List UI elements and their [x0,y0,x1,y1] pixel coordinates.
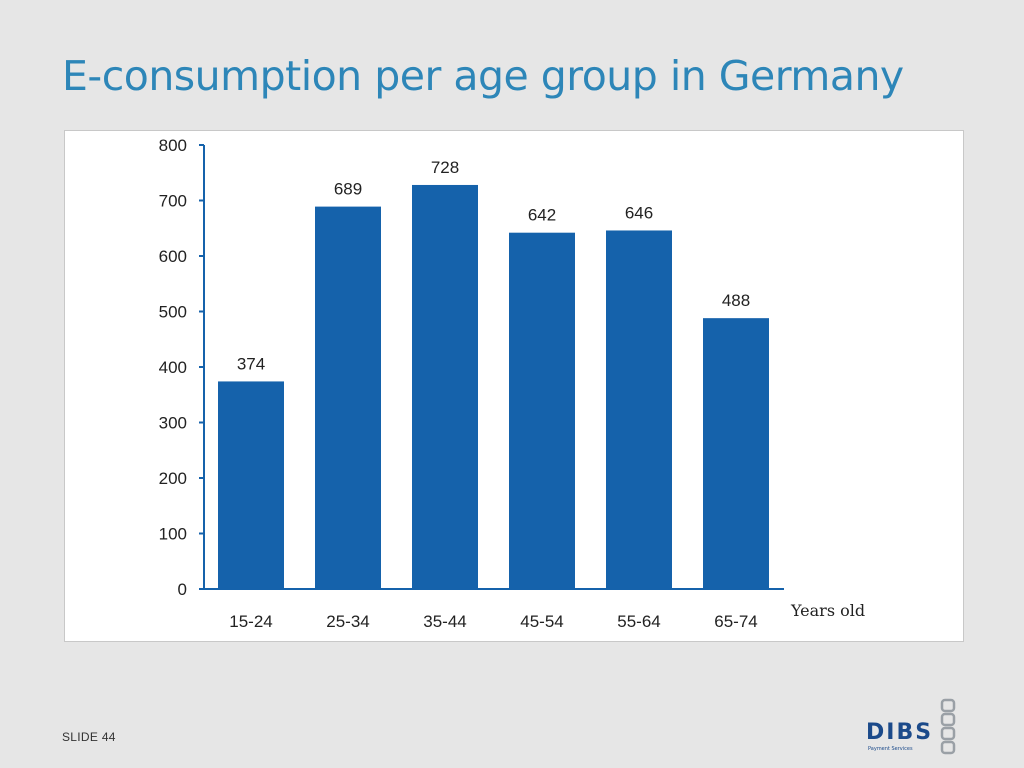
y-tick-label: 200 [159,469,187,488]
bar-value-label: 374 [237,354,265,373]
x-axis-label: Years old [791,601,866,620]
slide-number: SLIDE 44 [62,730,116,744]
slide-title: E-consumption per age group in Germany [62,52,904,100]
bar-value-label: 689 [334,180,362,199]
y-tick-label: 100 [159,525,187,544]
chart-panel: 0 100 200 300 400 500 600 700 800 374 15-24 689 25-3… [64,130,964,642]
logo-text: DIBS [866,720,934,745]
y-tick-label: 300 [159,414,187,433]
bar [218,381,284,589]
bar-value-label: 488 [722,291,750,310]
bar-value-label: 642 [528,206,556,225]
x-tick-label: 35-44 [423,612,466,631]
bar-value-label: 646 [625,203,653,222]
y-tick-label: 800 [159,136,187,155]
y-tick-label: 400 [159,358,187,377]
x-tick-label: 65-74 [714,612,757,631]
bar [315,206,381,589]
x-tick-label: 25-34 [326,612,369,631]
bar-chart: 0 100 200 300 400 500 600 700 800 374 15-24 689 25-3… [159,136,784,631]
y-tick-label: 0 [178,580,187,599]
chain-links-icon [940,698,956,755]
x-tick-label: 45-54 [520,612,563,631]
bar [509,232,575,589]
logo-subtext: Payment Services [868,746,913,752]
bar [703,318,769,589]
y-tick-label: 500 [159,303,187,322]
bar [412,184,478,589]
y-tick-label: 600 [159,247,187,266]
x-tick-label: 55-64 [617,612,660,631]
x-tick-label: 15-24 [229,612,272,631]
y-tick-label: 700 [159,192,187,211]
bar [606,230,672,589]
dibs-logo: DIBS Payment Services [862,698,972,758]
bar-value-label: 728 [431,158,459,177]
